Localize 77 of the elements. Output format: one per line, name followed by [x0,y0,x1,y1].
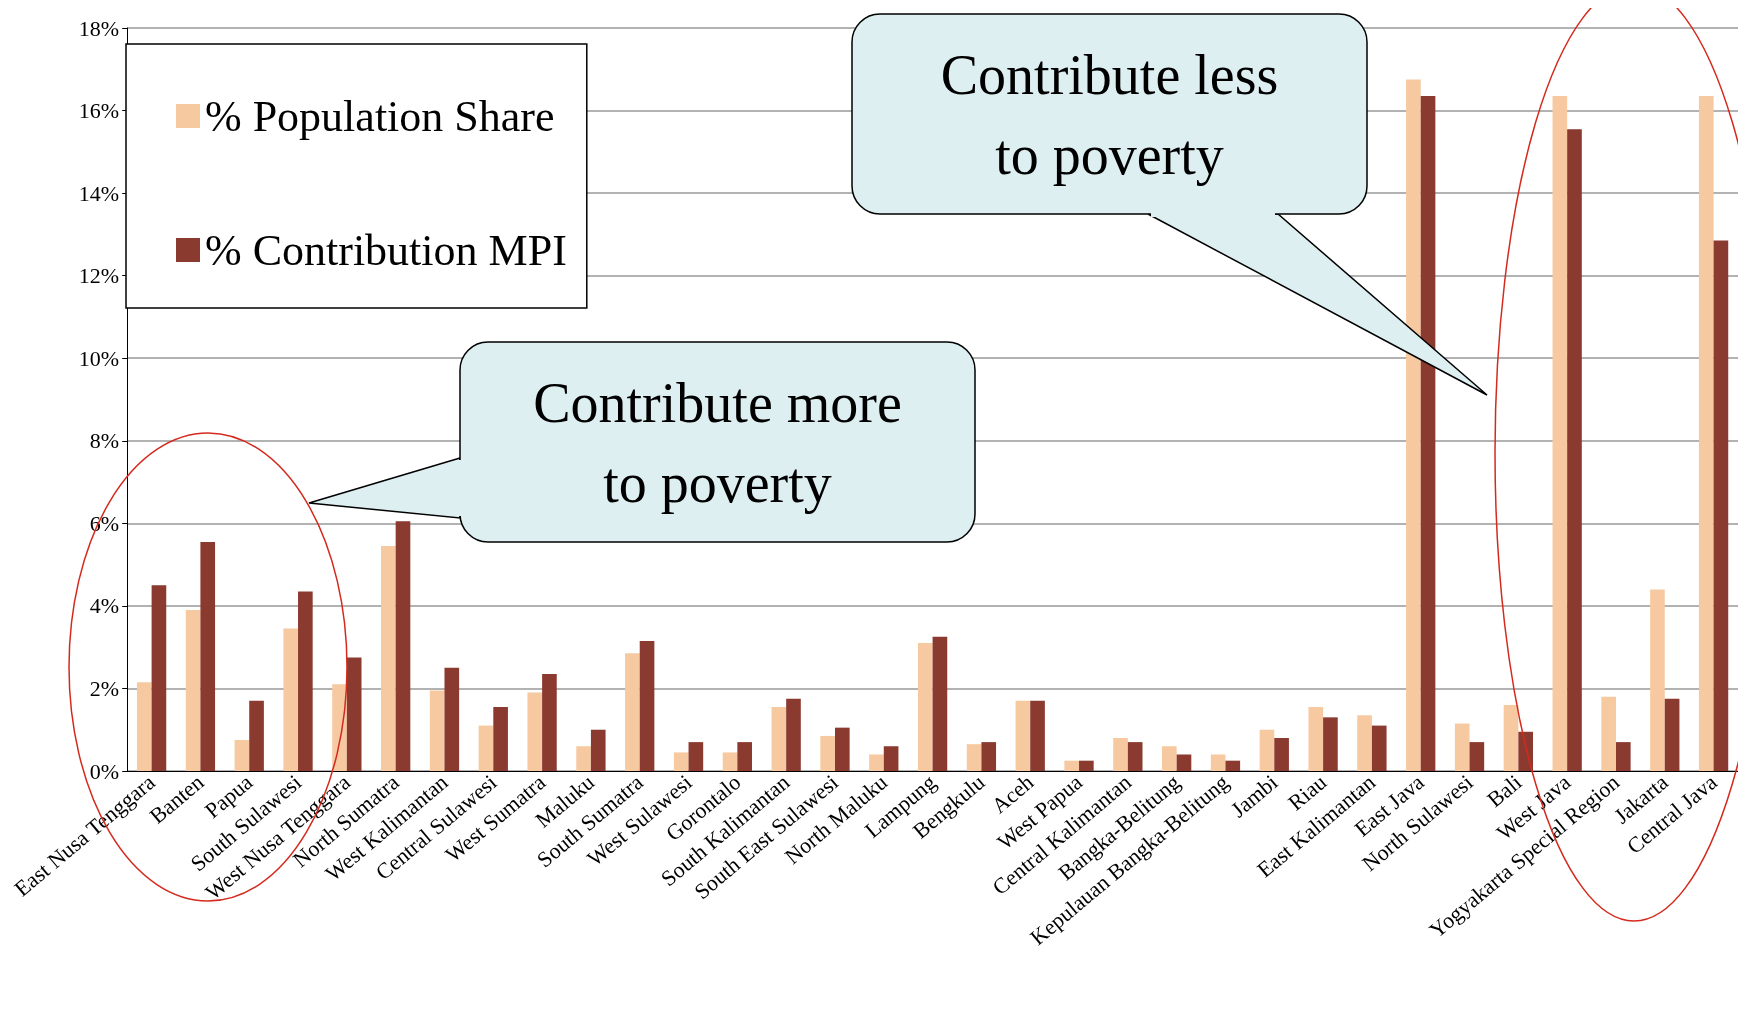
bar [820,735,835,771]
bar [1567,129,1582,771]
bar [981,742,997,771]
bar [932,636,948,771]
bar [1162,746,1177,771]
y-tick-label: 14% [78,180,120,206]
bar [1308,707,1324,771]
bar [1406,79,1421,771]
bar [185,610,201,771]
bar [639,640,655,771]
bar [625,653,640,771]
bar [1079,760,1094,771]
bar [1225,760,1241,771]
bar [673,752,689,771]
bar [1601,696,1616,771]
bar [395,521,411,771]
bar [576,746,591,771]
bar [1015,700,1031,771]
bar [1713,240,1729,771]
bar [1650,589,1665,771]
bar [200,541,216,771]
bar [834,727,850,771]
bar [1064,760,1080,771]
bar [346,657,362,771]
bar [1323,717,1338,771]
bar [1127,742,1143,771]
annotation: Contribute more to poverty [533,372,902,514]
bar [234,740,250,771]
bar [381,546,396,771]
bar [1176,754,1192,771]
bar [1259,729,1275,771]
bar [688,742,704,771]
bar [1274,737,1289,771]
y-tick-label: 12% [78,263,120,289]
bar [1371,725,1387,771]
y-tick-label: 0% [89,758,120,784]
y-tick-label: 18% [78,15,120,41]
annotation: Contribute less to poverty [940,44,1279,186]
bar [771,707,787,771]
bar [1469,742,1485,771]
bar [298,591,313,771]
bar [1552,96,1568,771]
bar [1210,754,1226,771]
bar [883,746,899,771]
bar [429,690,445,771]
bar [1420,96,1436,771]
y-tick-label: 4% [89,593,120,619]
bar [1503,704,1519,771]
bar [869,754,884,771]
bar [249,700,264,771]
bar [722,752,738,771]
bar [1615,742,1631,771]
bar [1113,737,1128,771]
bar [444,667,460,771]
bar [590,729,606,771]
bar [917,643,933,771]
y-tick-label: 8% [89,428,120,454]
bar [1357,715,1372,771]
legend-label: % Contribution MPI [205,225,567,275]
bar [542,674,557,771]
bar [1698,96,1714,771]
bar [1030,700,1045,771]
y-tick-label: 16% [78,98,120,124]
bar [786,698,801,771]
bar [966,744,982,771]
bar [478,725,494,771]
bar [136,682,152,771]
bar [1664,698,1680,771]
y-tick-label: 10% [78,345,120,371]
bar [283,628,299,771]
bar [1454,723,1470,771]
bar [493,707,508,771]
bar [527,692,543,771]
bar [151,585,167,771]
y-tick-label: 2% [89,675,120,701]
bar [737,742,752,771]
legend-label: % Population Share [205,91,555,141]
